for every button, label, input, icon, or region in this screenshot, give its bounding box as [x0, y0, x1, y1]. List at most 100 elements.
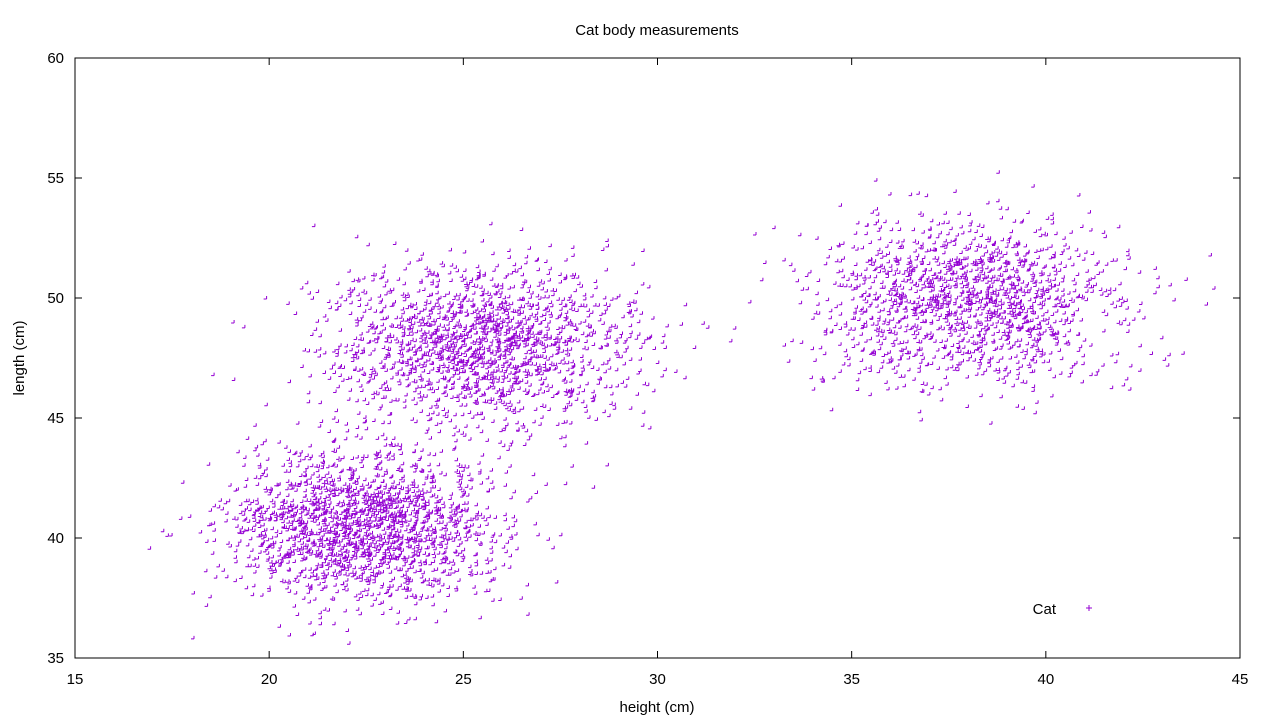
data-point	[351, 472, 355, 476]
data-point	[864, 339, 868, 343]
data-point	[614, 295, 618, 300]
data-point	[790, 338, 794, 343]
data-point	[248, 507, 252, 512]
data-point	[280, 502, 285, 506]
data-point	[940, 300, 944, 305]
data-point	[456, 376, 461, 380]
data-point	[916, 339, 920, 343]
data-point	[907, 265, 911, 269]
data-point	[505, 405, 509, 410]
data-point	[469, 486, 473, 490]
data-point	[362, 493, 367, 497]
data-point	[1052, 251, 1056, 255]
data-point	[435, 300, 439, 304]
data-point	[1031, 337, 1036, 341]
data-point	[288, 481, 292, 486]
data-point	[1067, 291, 1071, 295]
data-point	[561, 420, 565, 424]
data-point	[413, 569, 417, 574]
data-point	[473, 591, 478, 595]
data-point	[929, 218, 934, 223]
data-point	[295, 518, 299, 522]
data-point	[542, 294, 546, 299]
data-point	[838, 312, 843, 316]
data-point	[474, 284, 479, 288]
data-point	[503, 417, 507, 421]
data-point	[301, 555, 305, 559]
data-point	[481, 515, 485, 519]
data-point	[448, 566, 453, 571]
data-point	[1022, 292, 1026, 297]
data-point	[332, 439, 336, 443]
data-point	[397, 350, 401, 354]
data-point	[949, 364, 954, 369]
data-point	[287, 633, 291, 637]
data-point	[570, 359, 574, 364]
data-point	[362, 397, 366, 402]
data-point	[380, 560, 385, 565]
data-point	[386, 526, 390, 530]
data-point	[897, 300, 902, 304]
data-point	[353, 553, 358, 557]
data-point	[413, 469, 417, 473]
data-point	[893, 292, 898, 296]
data-point	[414, 419, 418, 424]
data-point	[912, 239, 917, 243]
data-point	[279, 556, 283, 561]
data-point	[947, 330, 952, 334]
data-point	[380, 432, 385, 437]
data-point	[420, 496, 425, 500]
data-point	[728, 338, 733, 343]
data-point	[238, 530, 242, 534]
data-point	[1074, 360, 1078, 365]
data-point	[868, 368, 872, 372]
data-point	[461, 507, 466, 512]
data-point	[302, 456, 306, 461]
data-point	[877, 309, 881, 313]
data-point	[371, 537, 376, 541]
data-point	[507, 400, 511, 404]
data-point	[380, 365, 384, 369]
data-point	[1033, 353, 1037, 357]
data-point	[577, 281, 581, 286]
data-point	[996, 198, 1000, 203]
data-point	[332, 483, 336, 487]
data-point	[330, 572, 335, 577]
data-point	[461, 501, 466, 505]
data-point	[503, 512, 507, 517]
data-point	[325, 572, 329, 576]
data-point	[433, 402, 438, 407]
data-point	[268, 486, 272, 491]
data-point	[424, 476, 429, 480]
data-point	[245, 527, 249, 531]
data-point	[321, 533, 325, 537]
data-point	[356, 527, 361, 531]
data-point	[963, 245, 967, 249]
data-point	[536, 532, 540, 537]
data-point	[590, 365, 595, 369]
data-point	[318, 610, 322, 615]
data-point	[386, 555, 390, 560]
data-point	[376, 499, 380, 503]
data-point	[406, 578, 410, 582]
data-point	[448, 247, 452, 252]
data-point	[304, 526, 308, 531]
data-point	[815, 236, 819, 240]
data-point	[403, 575, 408, 579]
data-point	[1131, 317, 1136, 321]
data-point	[957, 333, 961, 337]
data-point	[346, 494, 350, 499]
data-point	[419, 316, 423, 321]
data-point	[862, 275, 866, 279]
data-point	[354, 234, 359, 239]
data-point	[451, 381, 455, 385]
data-point	[958, 293, 963, 297]
data-point	[419, 409, 423, 413]
data-point	[321, 484, 326, 488]
data-point	[979, 312, 983, 316]
data-point	[973, 300, 977, 304]
data-point	[886, 291, 890, 295]
data-point	[420, 448, 424, 452]
data-point	[198, 530, 203, 534]
data-point	[427, 468, 432, 473]
